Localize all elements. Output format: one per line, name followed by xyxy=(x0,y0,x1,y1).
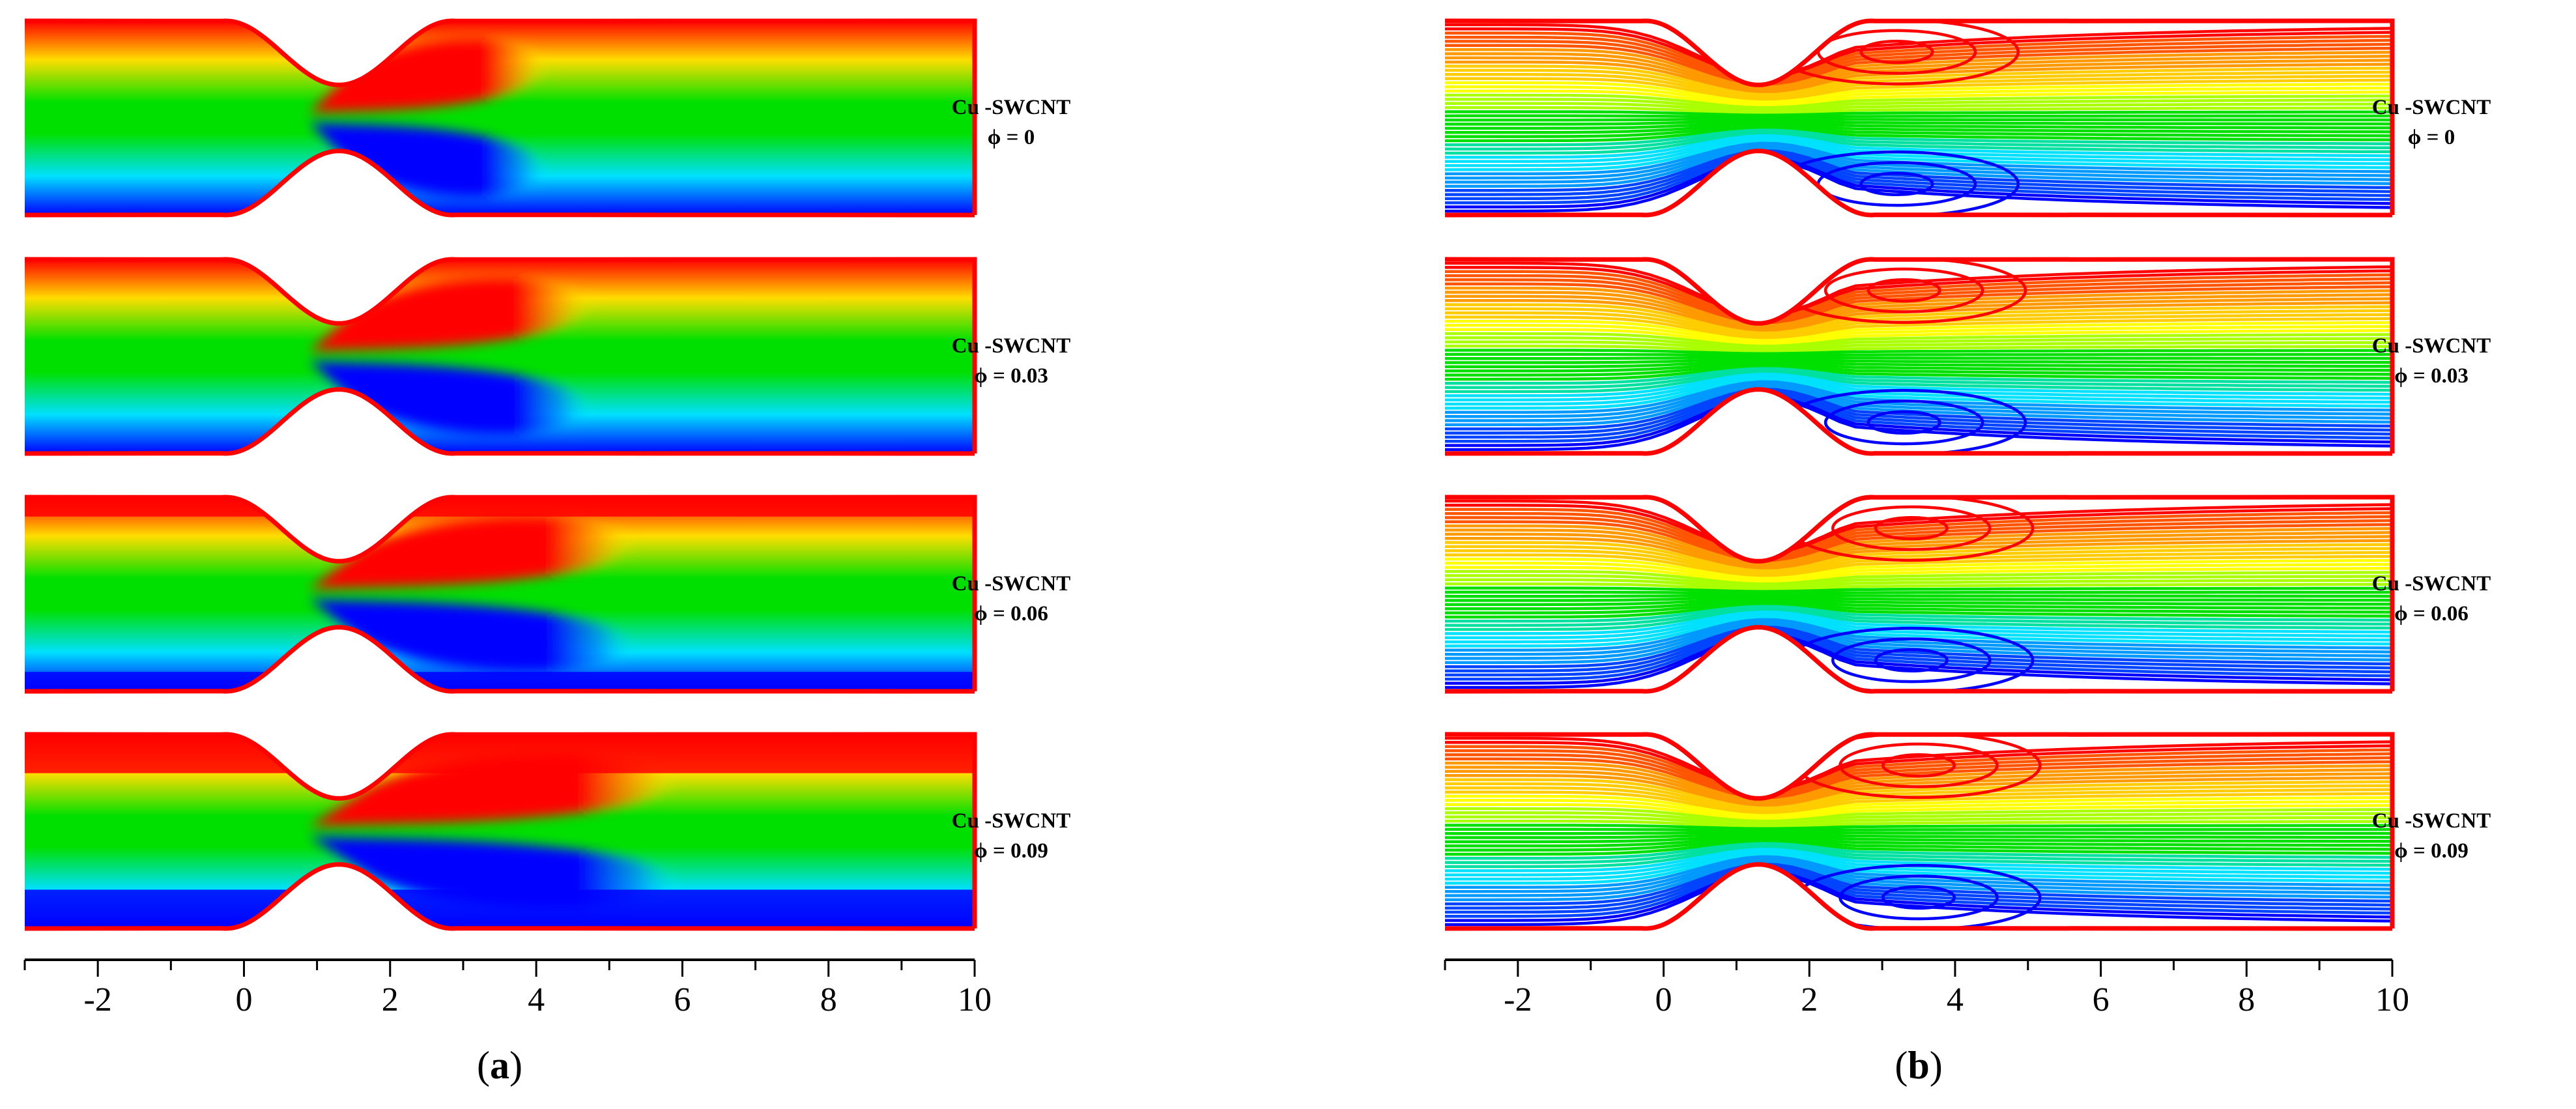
phi-label: ϕ = 0.09 xyxy=(2394,839,2469,863)
lower-wall xyxy=(1444,149,2393,218)
case-label: Cu -SWCNT xyxy=(952,334,1070,358)
phi-label: ϕ = 0 xyxy=(988,126,1035,149)
case-label: Cu -SWCNT xyxy=(2372,334,2491,358)
phi-label: ϕ = 0.03 xyxy=(974,364,1048,388)
plot-a-1: Cu -SWCNT ϕ = 0 xyxy=(24,18,1070,218)
upper-wall xyxy=(1444,18,2395,215)
tick-label: 6 xyxy=(2093,981,2110,1018)
upper-wall xyxy=(24,732,977,929)
upper-wall xyxy=(24,18,977,215)
x-axis: -2 0 2 4 6 8 10 xyxy=(1444,958,2409,1018)
tick-label: -2 xyxy=(83,981,111,1018)
tick-label: 2 xyxy=(1801,981,1818,1018)
phi-label: ϕ = 0 xyxy=(2408,126,2455,149)
lower-wall xyxy=(1444,625,2393,694)
flow-field xyxy=(1445,21,2392,215)
case-label: Cu -SWCNT xyxy=(2372,809,2491,833)
tick-label: 4 xyxy=(528,981,545,1018)
plot-b-1: Cu -SWCNT ϕ = 0 xyxy=(1444,18,2491,218)
upper-wall xyxy=(1444,257,2395,454)
case-label: Cu -SWCNT xyxy=(952,96,1070,119)
x-axis: -2 0 2 4 6 8 10 xyxy=(23,958,992,1018)
upper-wall xyxy=(24,257,977,454)
flow-field xyxy=(1445,259,2392,454)
plot-b-3: Cu -SWCNT ϕ = 0.06 xyxy=(1444,495,2491,694)
phi-label: ϕ = 0.03 xyxy=(2394,364,2469,388)
panel-caption: (b) xyxy=(1895,1044,1942,1087)
tick-label: 2 xyxy=(382,981,399,1018)
case-label: Cu -SWCNT xyxy=(2372,572,2491,596)
case-label: Cu -SWCNT xyxy=(952,572,1070,596)
upper-wall xyxy=(1444,732,2395,929)
lower-wall xyxy=(24,862,975,931)
phi-label: ϕ = 0.06 xyxy=(974,602,1048,626)
plot-a-3: Cu -SWCNT ϕ = 0.06 xyxy=(24,495,1070,694)
plot-b-4: Cu -SWCNT ϕ = 0.09 xyxy=(1444,732,2491,931)
flow-field xyxy=(25,21,975,215)
tick-label: 6 xyxy=(674,981,691,1018)
plot-a-2: Cu -SWCNT ϕ = 0.03 xyxy=(24,257,1070,456)
lower-wall xyxy=(24,387,975,456)
tick-label: 10 xyxy=(2375,981,2409,1018)
flow-field xyxy=(1445,497,2392,691)
flow-field xyxy=(25,497,975,691)
lower-wall xyxy=(1444,387,2393,456)
upper-wall xyxy=(1444,495,2395,691)
lower-wall xyxy=(1444,862,2393,931)
tick-label: -2 xyxy=(1504,981,1532,1018)
phi-label: ϕ = 0.09 xyxy=(974,839,1048,863)
tick-label: 8 xyxy=(820,981,837,1018)
flow-field xyxy=(25,734,975,929)
case-label: Cu -SWCNT xyxy=(952,809,1070,833)
plot-a-4: Cu -SWCNT ϕ = 0.09 xyxy=(24,732,1070,931)
case-label: Cu -SWCNT xyxy=(2372,96,2491,119)
lower-wall xyxy=(24,149,975,218)
tick-label: 0 xyxy=(235,981,252,1018)
tick-label: 10 xyxy=(958,981,992,1018)
flow-field xyxy=(1445,734,2392,929)
tick-label: 8 xyxy=(2238,981,2255,1018)
plot-b-2: Cu -SWCNT ϕ = 0.03 xyxy=(1444,257,2491,456)
phi-label: ϕ = 0.06 xyxy=(2394,602,2469,626)
tick-label: 0 xyxy=(1655,981,1672,1018)
lower-wall xyxy=(24,625,975,694)
upper-wall xyxy=(24,495,977,691)
panel-caption: (a) xyxy=(477,1044,522,1087)
tick-label: 4 xyxy=(1947,981,1964,1018)
flow-field xyxy=(25,259,975,454)
